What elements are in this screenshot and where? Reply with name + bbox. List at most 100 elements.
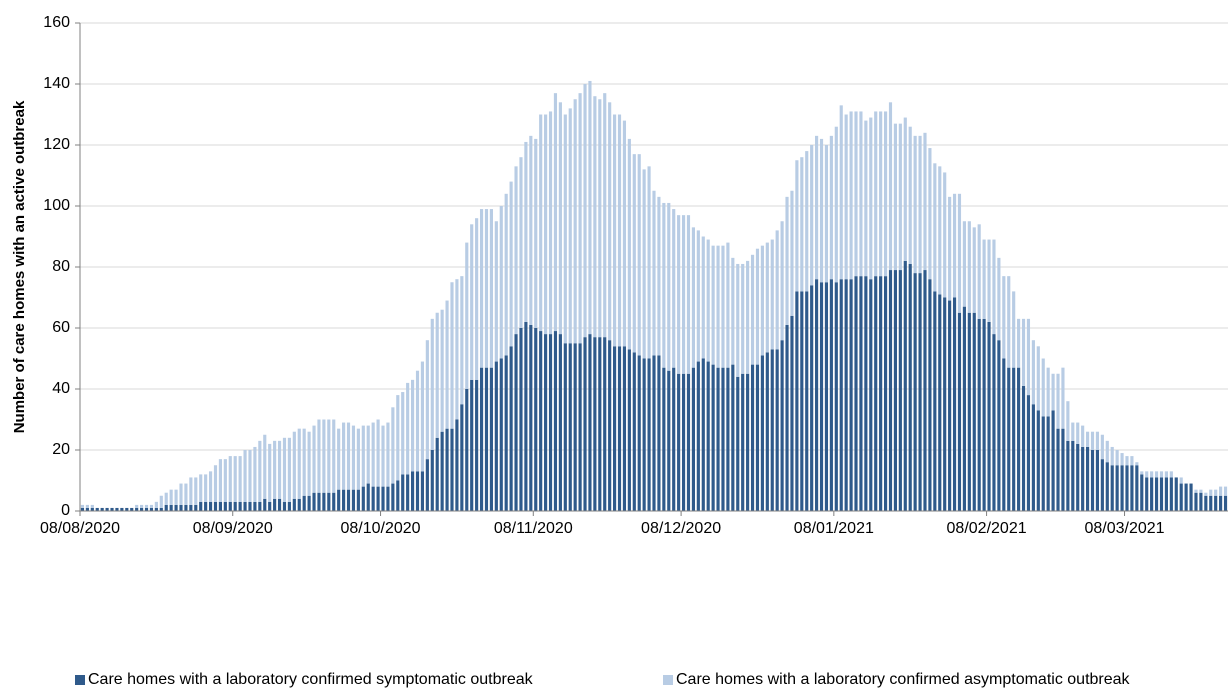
bar-segment: [957, 312, 962, 511]
bar-segment: [337, 428, 341, 490]
bar-segment: [544, 334, 548, 511]
bar-segment: [938, 294, 942, 511]
bar-segment: [169, 489, 173, 505]
bar-segment: [617, 346, 622, 511]
bar-segment: [972, 312, 976, 511]
bar-segment: [1145, 471, 1149, 478]
bar-segment: [681, 373, 686, 511]
bar-segment: [1036, 346, 1040, 411]
bar-segment: [361, 486, 365, 511]
bar-segment: [455, 279, 459, 420]
bar-segment: [1150, 477, 1154, 511]
bar-segment: [1154, 477, 1159, 511]
bar-segment: [386, 422, 390, 487]
bar-segment: [681, 215, 686, 374]
bar-segment: [1066, 401, 1070, 441]
bar-segment: [258, 501, 262, 511]
bar-segment: [795, 291, 799, 511]
bar-segment: [356, 428, 360, 490]
bar-segment: [967, 312, 971, 511]
bar-segment: [465, 389, 469, 511]
bar-segment: [149, 507, 154, 511]
bar-segment: [401, 392, 405, 475]
bar-segment: [105, 507, 109, 511]
bar-segment: [874, 276, 878, 511]
bar-segment: [731, 257, 735, 365]
bar-segment: [746, 373, 750, 511]
bar-segment: [829, 135, 833, 280]
bar-segment: [716, 245, 720, 368]
bar-segment: [859, 111, 863, 277]
bar-segment: [898, 123, 902, 271]
bar-segment: [1184, 483, 1188, 511]
y-tick-label: 80: [52, 258, 70, 275]
bar-segment: [1135, 462, 1139, 466]
bar-segment: [677, 373, 681, 511]
bar-segment: [810, 285, 814, 511]
bar-segment: [608, 102, 612, 341]
bar-segment: [805, 291, 809, 511]
legend-label: Care homes with a laboratory confirmed s…: [88, 671, 534, 688]
bar-segment: [539, 331, 543, 511]
series-bars: [80, 80, 1228, 508]
bar-segment: [100, 507, 104, 511]
bar-segment: [312, 425, 316, 493]
bar-segment: [765, 242, 769, 353]
y-tick-label: 60: [52, 319, 70, 336]
bar-segment: [1179, 477, 1183, 484]
bar-segment: [489, 209, 493, 368]
bar-segment: [632, 352, 636, 511]
bar-segment: [268, 443, 272, 502]
bar-segment: [410, 379, 415, 472]
bar-segment: [603, 337, 607, 511]
bar-segment: [1194, 492, 1198, 511]
bar-segment: [1164, 471, 1168, 478]
bar-segment: [795, 160, 799, 292]
bar-segment: [1095, 450, 1100, 511]
bar-segment: [317, 492, 321, 511]
bar-segment: [573, 343, 577, 511]
bar-segment: [479, 367, 484, 511]
bar-segment: [213, 465, 218, 502]
bar-segment: [627, 138, 631, 350]
bar-segment: [553, 331, 558, 511]
bar-segment: [90, 507, 94, 511]
bar-segment: [726, 242, 730, 368]
bar-segment: [706, 239, 710, 362]
bar-segment: [785, 196, 789, 325]
bar-segment: [504, 355, 508, 511]
bar-segment: [371, 422, 375, 487]
bar-segment: [346, 422, 351, 490]
bar-segment: [913, 135, 917, 274]
bar-segment: [1002, 276, 1006, 359]
bar-segment: [273, 440, 277, 499]
series-bars: [80, 260, 1228, 511]
bar-segment: [800, 291, 804, 511]
bar-segment: [263, 434, 267, 499]
bar-segment: [1164, 477, 1168, 511]
bar-segment: [647, 166, 651, 359]
bar-segment: [169, 504, 173, 511]
bar-segment: [450, 428, 454, 511]
bar-segment: [696, 230, 700, 362]
bar-segment: [1090, 450, 1095, 511]
bar-segment: [593, 96, 597, 338]
bar-segment: [154, 507, 158, 511]
bar-segment: [514, 166, 518, 335]
bar-segment: [1061, 367, 1065, 429]
bar-segment: [420, 471, 425, 511]
bar-segment: [253, 446, 257, 502]
bar-segment: [425, 340, 429, 460]
bar-segment: [997, 257, 1001, 341]
bar-segment: [568, 108, 572, 344]
bar-segment: [1021, 318, 1026, 386]
bar-segment: [189, 477, 193, 505]
bar-segment: [938, 166, 942, 295]
bar-segment: [479, 209, 484, 368]
bar-segment: [366, 425, 370, 484]
bar-segment: [396, 480, 400, 511]
bar-segment: [499, 206, 503, 359]
bar-segment: [327, 492, 331, 511]
bar-segment: [273, 498, 277, 511]
x-tick-label: 08/03/2021: [1084, 520, 1164, 537]
